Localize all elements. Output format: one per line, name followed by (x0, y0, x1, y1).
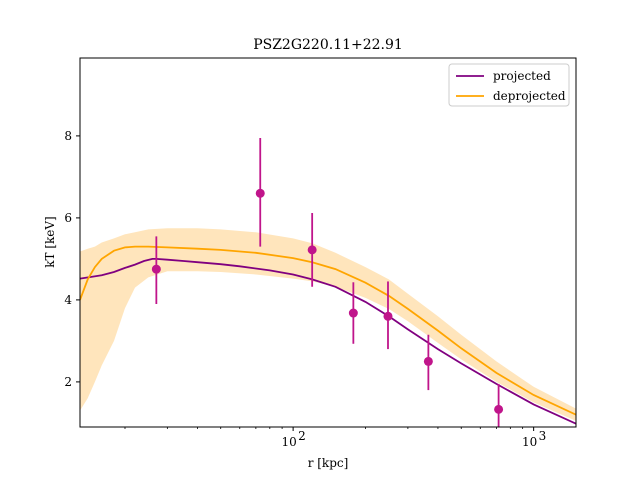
y-axis-label: kT [keV] (43, 216, 57, 268)
legend: projected deprojected (448, 63, 570, 107)
y-tick-label-6: 6 (64, 211, 72, 225)
x-tick-exponent-100: 2 (298, 429, 306, 443)
legend-label-deprojected: deprojected (493, 89, 566, 103)
x-tick-label-100: 10 (281, 435, 296, 449)
chart-title: PSZ2G220.11+22.91 (253, 37, 403, 53)
data-point-1 (255, 188, 265, 198)
data-point-0 (151, 264, 161, 274)
x-tick-exponent-1000: 3 (539, 429, 547, 443)
y-tick-label-4: 4 (64, 293, 72, 307)
data-point-6 (494, 404, 504, 414)
legend-label-projected: projected (493, 69, 551, 83)
data-point-3 (348, 308, 358, 318)
data-point-2 (307, 245, 317, 255)
x-tick-label-1000: 10 (522, 435, 537, 449)
series-line-projected (80, 257, 576, 425)
x-axis-label: r [kpc] (308, 456, 349, 470)
y-tick-label-8: 8 (64, 129, 72, 143)
data-point-4 (383, 311, 393, 321)
y-tick-label-2: 2 (64, 375, 72, 389)
series-line-deprojected (80, 245, 576, 416)
plot-frame (79, 57, 577, 428)
data-point-5 (423, 356, 433, 366)
